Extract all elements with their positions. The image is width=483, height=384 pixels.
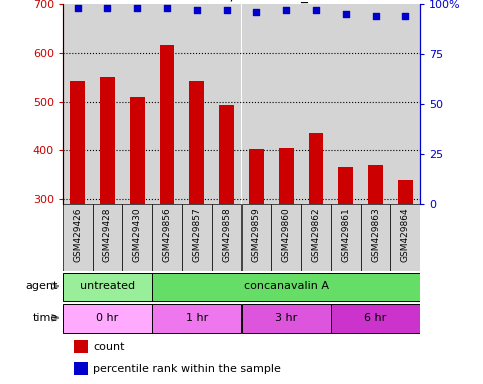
Bar: [152, 304, 242, 333]
Bar: [122, 4, 152, 204]
Text: 0 hr: 0 hr: [96, 313, 119, 323]
Point: [193, 7, 201, 13]
Bar: [182, 4, 212, 204]
Bar: [242, 204, 271, 271]
Bar: [63, 4, 93, 204]
Text: 3 hr: 3 hr: [275, 313, 298, 323]
Point: [223, 7, 230, 13]
Point: [253, 9, 260, 15]
Text: 6 hr: 6 hr: [364, 313, 387, 323]
Bar: [93, 204, 122, 271]
Text: GSM429430: GSM429430: [133, 207, 142, 262]
Bar: [100, 77, 115, 204]
Point: [342, 11, 350, 17]
Bar: [331, 304, 420, 333]
Bar: [63, 204, 93, 271]
Point: [372, 13, 380, 19]
Text: GSM429864: GSM429864: [401, 207, 410, 262]
Bar: [159, 45, 174, 204]
Bar: [249, 149, 264, 204]
Text: agent: agent: [26, 281, 58, 291]
Bar: [189, 81, 204, 204]
Text: GSM429861: GSM429861: [341, 207, 350, 262]
Bar: [271, 4, 301, 204]
Bar: [122, 204, 152, 271]
Text: GSM429856: GSM429856: [163, 207, 171, 262]
Text: count: count: [93, 342, 125, 352]
Bar: [63, 273, 152, 301]
Bar: [390, 204, 420, 271]
Point: [312, 7, 320, 13]
Bar: [361, 4, 390, 204]
Title: GDS3752 / 1422732_at: GDS3752 / 1422732_at: [161, 0, 322, 3]
Bar: [152, 204, 182, 271]
Bar: [130, 97, 145, 204]
Bar: [271, 204, 301, 271]
Bar: [219, 105, 234, 204]
Bar: [279, 148, 294, 204]
Bar: [63, 304, 152, 333]
Text: concanavalin A: concanavalin A: [244, 281, 328, 291]
Text: GSM429857: GSM429857: [192, 207, 201, 262]
Text: GSM429860: GSM429860: [282, 207, 291, 262]
Text: GSM429862: GSM429862: [312, 207, 320, 262]
Bar: [398, 180, 413, 204]
Bar: [70, 81, 85, 204]
Point: [163, 5, 171, 11]
Bar: [368, 165, 383, 204]
Bar: [309, 133, 324, 204]
Bar: [242, 4, 271, 204]
Bar: [182, 204, 212, 271]
Point: [401, 13, 409, 19]
Bar: [301, 204, 331, 271]
Bar: [212, 204, 242, 271]
Text: percentile rank within the sample: percentile rank within the sample: [93, 364, 281, 374]
Text: GSM429859: GSM429859: [252, 207, 261, 262]
Point: [74, 5, 82, 11]
Bar: [361, 204, 390, 271]
Bar: [331, 4, 361, 204]
Text: untreated: untreated: [80, 281, 135, 291]
Text: GSM429858: GSM429858: [222, 207, 231, 262]
Text: 1 hr: 1 hr: [185, 313, 208, 323]
Bar: [152, 273, 420, 301]
Bar: [390, 4, 420, 204]
Bar: [73, 340, 88, 353]
Point: [133, 5, 141, 11]
Text: GSM429426: GSM429426: [73, 207, 82, 262]
Bar: [242, 304, 331, 333]
Bar: [152, 4, 182, 204]
Bar: [93, 4, 122, 204]
Text: GSM429428: GSM429428: [103, 207, 112, 262]
Bar: [301, 4, 331, 204]
Bar: [338, 167, 353, 204]
Bar: [331, 204, 361, 271]
Text: GSM429863: GSM429863: [371, 207, 380, 262]
Bar: [73, 362, 88, 375]
Point: [104, 5, 112, 11]
Bar: [212, 4, 242, 204]
Point: [282, 7, 290, 13]
Text: time: time: [33, 313, 58, 323]
